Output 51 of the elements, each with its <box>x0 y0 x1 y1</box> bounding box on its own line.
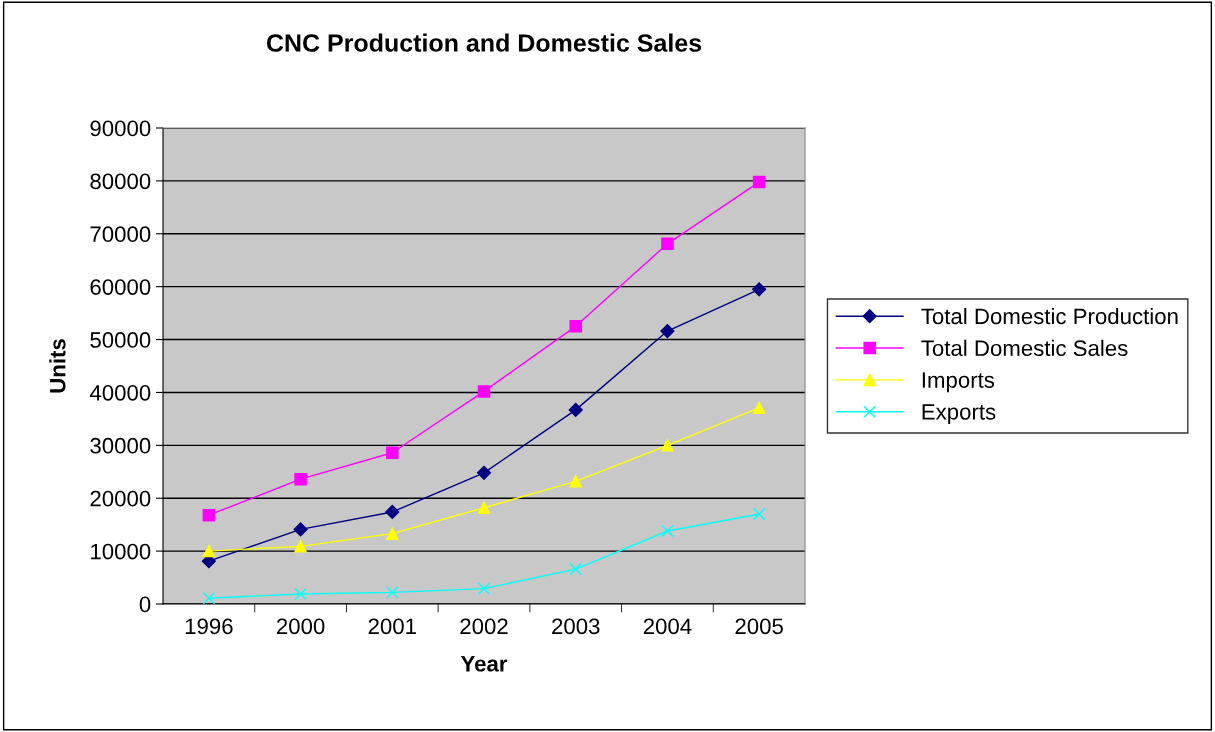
point <box>294 472 307 486</box>
point <box>477 385 491 398</box>
point <box>477 501 491 514</box>
point <box>202 591 216 604</box>
point <box>569 320 582 333</box>
y-tick-label: 40000 <box>89 384 151 401</box>
point <box>660 324 675 339</box>
y-tick-label: 90000 <box>90 120 151 137</box>
point <box>752 175 766 189</box>
point <box>294 540 307 553</box>
point <box>202 544 216 558</box>
legend-label: Exports <box>922 404 996 425</box>
y-tick-label: 30000 <box>90 437 151 454</box>
y-tick-label: 60000 <box>90 279 151 295</box>
y-tick-label: 20000 <box>90 490 151 507</box>
x-tick-label: 2003 <box>552 618 600 635</box>
y-tick-label: 10000 <box>91 543 151 560</box>
point <box>752 401 766 415</box>
x-tick-label: 1996 <box>185 618 233 635</box>
y-tick-label: 70000 <box>90 226 151 243</box>
x-tick-label: 2001 <box>368 618 416 635</box>
x-tick-label: 2002 <box>460 618 508 635</box>
point <box>752 507 766 521</box>
y-axis-title: Units <box>49 339 66 393</box>
legend-label: Total Domestic Sales <box>921 339 1128 357</box>
x-tick-label: 2004 <box>643 618 692 635</box>
point <box>477 582 491 595</box>
point <box>661 237 674 251</box>
x-axis-title: Year <box>460 656 508 672</box>
point <box>752 282 767 297</box>
point <box>569 475 582 488</box>
point <box>386 446 399 459</box>
y-tick-label: 80000 <box>90 173 151 190</box>
x-tick-label: 2000 <box>276 618 325 635</box>
point <box>293 522 308 537</box>
legend-label: Imports <box>922 372 995 393</box>
point <box>569 562 582 576</box>
y-tick-label: 0 <box>139 596 151 613</box>
point <box>386 586 399 599</box>
point <box>661 439 674 452</box>
point <box>294 587 307 601</box>
point <box>202 508 216 522</box>
point <box>385 504 400 520</box>
point <box>386 527 399 540</box>
legend-label: Total Domestic Production <box>921 307 1178 325</box>
x-tick-label: 2005 <box>735 618 783 635</box>
point <box>476 465 492 480</box>
point <box>661 524 674 538</box>
y-tick-label: 50000 <box>90 332 151 348</box>
point <box>568 402 583 417</box>
chart-title: CNC Production and Domestic Sales <box>266 33 702 52</box>
